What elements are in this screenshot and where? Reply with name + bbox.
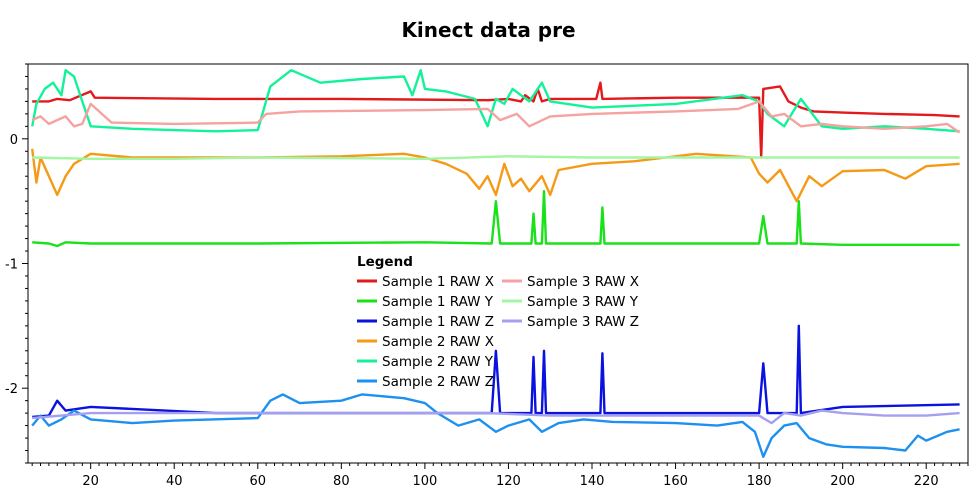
x-tick-label: 160: [663, 474, 688, 489]
series-sample-1-raw-z: [32, 324, 960, 419]
x-tick-label: 180: [747, 474, 772, 489]
legend-entry: Sample 2 RAW X: [382, 334, 494, 350]
legend-entry: Sample 3 RAW Y: [527, 294, 639, 310]
legend-title: Legend: [357, 254, 413, 270]
x-tick-label: 120: [496, 474, 521, 489]
axes: 20 40 60 80 100 120 140 160 180 200 220 0 -1 -2: [5, 63, 969, 489]
legend-entry: Sample 3 RAW Z: [527, 314, 639, 330]
y-tick-label: -1: [5, 258, 18, 273]
x-tick-label: 200: [830, 474, 855, 489]
legend-entry: Sample 2 RAW Z: [382, 374, 494, 390]
chart-title: Kinect data pre: [401, 18, 576, 42]
series-sample-1-raw-y: [32, 190, 960, 248]
x-tick-label: 140: [580, 474, 605, 489]
series-sample-1-raw-x: [32, 81, 960, 159]
legend-entry: Sample 3 RAW X: [527, 274, 639, 290]
series-sample-3-raw-y: [32, 155, 960, 160]
x-tick-label: 220: [914, 474, 939, 489]
x-tick-label: 60: [250, 474, 267, 489]
y-tick-label: 0: [10, 133, 18, 148]
series-sample-2-raw-y: [31, 69, 960, 133]
legend-entry: Sample 1 RAW Y: [382, 294, 494, 310]
legend-entry: Sample 1 RAW X: [382, 274, 494, 290]
legend-entry: Sample 1 RAW Z: [382, 314, 494, 330]
legend: Legend Sample 1 RAW X Sample 1 RAW Y Sample…: [357, 254, 639, 390]
x-tick-label: 100: [412, 474, 437, 489]
x-tick-label: 40: [166, 474, 183, 489]
y-tick-label: -2: [5, 382, 18, 397]
legend-entry: Sample 2 RAW Y: [382, 354, 494, 370]
series-layer: [31, 69, 961, 458]
series-sample-3-raw-z: [32, 409, 960, 425]
series-sample-3-raw-x: [31, 100, 961, 134]
x-tick-label: 20: [82, 474, 99, 489]
x-tick-label: 80: [333, 474, 350, 489]
series-sample-2-raw-z: [31, 393, 960, 458]
